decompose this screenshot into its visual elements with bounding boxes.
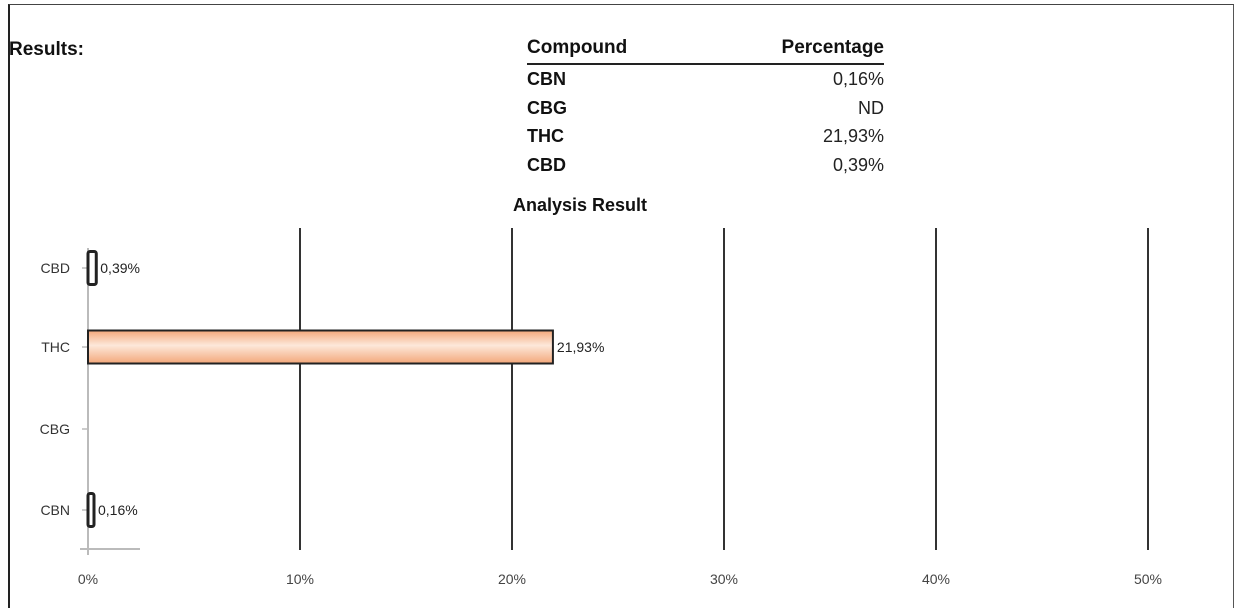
x-tick-label: 40% <box>922 571 950 587</box>
x-tick-label: 50% <box>1134 571 1162 587</box>
table-row: THC 21,93% <box>527 122 884 151</box>
bar <box>86 492 96 528</box>
results-table: Compound Percentage CBN 0,16% CBG ND THC… <box>527 37 884 179</box>
percentage-cell: 0,39% <box>832 154 884 175</box>
data-label: 0,16% <box>98 502 138 518</box>
results-label: Results: <box>9 39 84 60</box>
percentage-header: Percentage <box>781 37 884 58</box>
category-label: CBG <box>40 421 70 437</box>
x-tick-label: 0% <box>78 571 98 587</box>
table-header: Compound Percentage <box>527 37 884 65</box>
bar <box>87 329 554 365</box>
compound-cell: THC <box>527 126 564 146</box>
chart-title: Analysis Result <box>513 195 648 215</box>
percentage-cell: ND <box>858 97 884 118</box>
table-row: CBN 0,16% <box>527 65 884 94</box>
percentage-cell: 0,16% <box>832 69 884 89</box>
data-label: 0,39% <box>100 260 140 276</box>
category-label: CBN <box>40 502 70 518</box>
compound-cell: CBD <box>527 154 566 175</box>
category-label: THC <box>41 339 70 355</box>
compound-cell: CBG <box>527 97 567 118</box>
x-tick-label: 20% <box>498 571 526 587</box>
table-row: CBG ND <box>527 94 884 123</box>
compound-header: Compound <box>527 37 628 58</box>
compound-cell: CBN <box>527 69 566 89</box>
table-row: CBD 0,39% <box>527 151 884 180</box>
percentage-cell: 21,93% <box>822 126 884 146</box>
x-tick-label: 30% <box>710 571 738 587</box>
x-tick-label: 10% <box>286 571 314 587</box>
report-frame <box>8 4 1234 608</box>
data-label: 21,93% <box>557 339 604 355</box>
bar <box>86 250 98 286</box>
category-label: CBD <box>40 260 70 276</box>
